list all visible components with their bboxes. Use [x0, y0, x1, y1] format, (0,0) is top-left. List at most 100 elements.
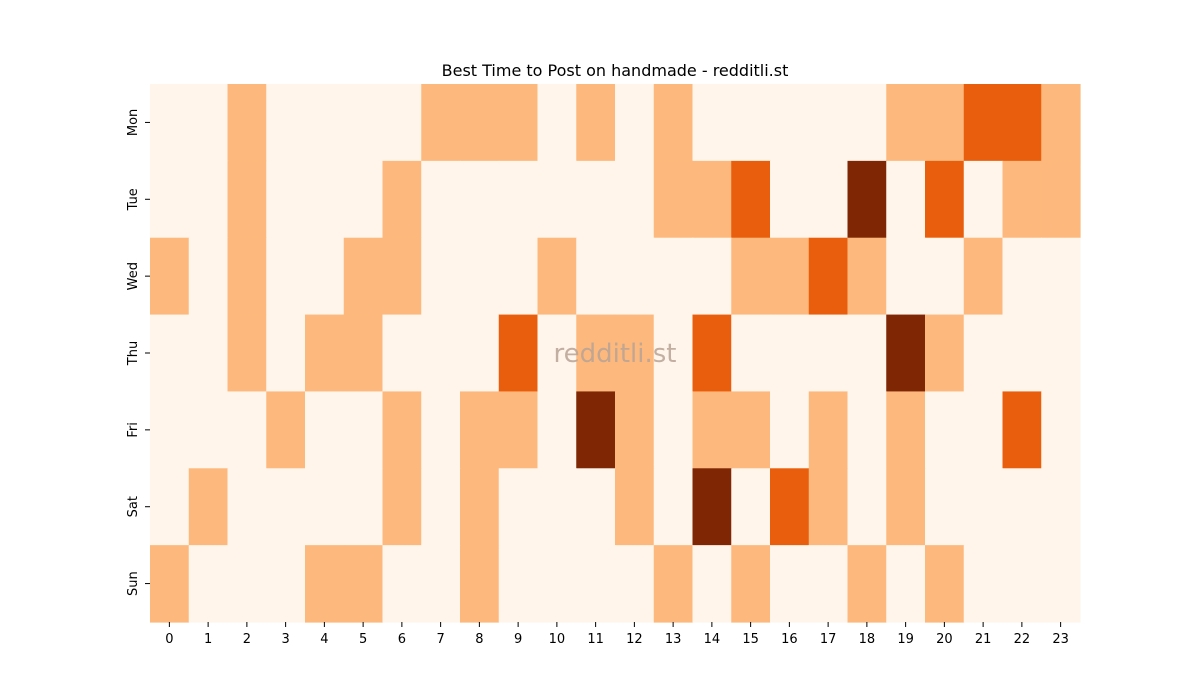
heatmap-cell-fri-19	[886, 391, 926, 469]
heatmap-cell-mon-22	[1002, 84, 1042, 162]
heatmap-cell-wed-8	[460, 237, 500, 316]
heatmap-cell-wed-21	[963, 237, 1004, 316]
heatmap-cell-sat-7	[421, 468, 461, 546]
heatmap-cell-sun-17	[808, 545, 849, 623]
heatmap-cell-tue-23	[1041, 160, 1081, 239]
x-tick-label: 17	[820, 632, 837, 647]
heatmap-cell-sat-13	[653, 468, 694, 546]
heatmap-cell-mon-5	[343, 84, 384, 162]
heatmap-cell-thu-22	[1002, 314, 1042, 393]
heatmap-cell-sat-4	[305, 468, 345, 546]
x-tick-label: 9	[514, 632, 522, 647]
heatmap-cell-fri-3	[266, 391, 306, 469]
heatmap-cell-thu-2	[227, 314, 267, 393]
heatmap-cell-tue-10	[537, 160, 577, 239]
heatmap-cell-fri-16	[770, 391, 810, 469]
heatmap-cell-tue-14	[692, 160, 732, 239]
heatmap-cell-wed-13	[653, 237, 694, 316]
heatmap-cell-mon-2	[227, 84, 267, 162]
heatmap-cell-fri-8	[460, 391, 500, 469]
x-axis-ticks: 0 1 2 3 4 5 6 7 8 9 10 11 12 13 14 15 16 17 18 19 20 21 22 23	[165, 622, 1069, 647]
heatmap-cell-thu-4	[305, 314, 345, 393]
y-tick-label: Wed	[126, 262, 141, 290]
heatmap-cell-mon-14	[692, 84, 732, 162]
heatmap-cell-fri-0	[150, 391, 190, 469]
heatmap-cell-sun-11	[576, 545, 616, 623]
heatmap-cell-sat-5	[343, 468, 384, 546]
heatmap-cell-fri-11	[576, 391, 616, 469]
y-tick-label: Tue	[126, 188, 141, 211]
heatmap-cell-tue-5	[343, 160, 384, 239]
heatmap-cell-mon-6	[382, 84, 422, 162]
heatmap-cell-sun-12	[615, 545, 655, 623]
heatmap-cell-thu-19	[886, 314, 926, 393]
heatmap-cell-mon-23	[1041, 84, 1081, 162]
heatmap-cell-sun-20	[925, 545, 965, 623]
heatmap-cell-fri-17	[808, 391, 849, 469]
x-tick-label: 2	[243, 632, 251, 647]
heatmap-cell-tue-18	[847, 160, 887, 239]
x-tick-label: 0	[165, 632, 173, 647]
heatmap-cell-sun-3	[266, 545, 306, 623]
heatmap-cell-fri-5	[343, 391, 384, 469]
heatmap-cell-mon-17	[808, 84, 849, 162]
heatmap-cell-sun-21	[963, 545, 1004, 623]
heatmap-cell-tue-3	[266, 160, 306, 239]
heatmap-cell-mon-9	[498, 84, 539, 162]
heatmap-cell-fri-10	[537, 391, 577, 469]
heatmap-cell-sat-3	[266, 468, 306, 546]
heatmap-cell-sun-15	[731, 545, 771, 623]
x-tick-label: 15	[742, 632, 759, 647]
heatmap-cell-sat-23	[1041, 468, 1081, 546]
heatmap-cell-fri-21	[963, 391, 1004, 469]
heatmap-cell-fri-9	[498, 391, 539, 469]
heatmap-cell-sun-0	[150, 545, 190, 623]
heatmap-cell-thu-6	[382, 314, 422, 393]
heatmap-cell-sun-18	[847, 545, 887, 623]
heatmap-cell-wed-7	[421, 237, 461, 316]
x-tick-label: 11	[587, 632, 604, 647]
heatmap-cell-sun-8	[460, 545, 500, 623]
heatmap-cell-sat-15	[731, 468, 771, 546]
heatmap-cell-wed-17	[808, 237, 849, 316]
heatmap-cell-tue-17	[808, 160, 849, 239]
heatmap-cell-sat-18	[847, 468, 887, 546]
heatmap-cell-thu-10	[537, 314, 577, 393]
x-tick-label: 5	[359, 632, 367, 647]
x-tick-label: 6	[398, 632, 406, 647]
heatmap-cell-sun-4	[305, 545, 345, 623]
heatmap-cell-fri-18	[847, 391, 887, 469]
heatmap-cell-tue-16	[770, 160, 810, 239]
heatmap-cell-thu-1	[188, 314, 229, 393]
heatmap-cell-sun-10	[537, 545, 577, 623]
heatmap-cell-thu-17	[808, 314, 849, 393]
x-tick-label: 1	[204, 632, 212, 647]
heatmap-cell-sun-19	[886, 545, 926, 623]
heatmap-cell-thu-13	[653, 314, 694, 393]
heatmap-cell-tue-21	[963, 160, 1004, 239]
heatmap-cell-sun-14	[692, 545, 732, 623]
heatmap-cell-wed-4	[305, 237, 345, 316]
heatmap-cell-sat-20	[925, 468, 965, 546]
heatmap-cell-wed-15	[731, 237, 771, 316]
heatmap-cell-sat-10	[537, 468, 577, 546]
heatmap-cell-sun-22	[1002, 545, 1042, 623]
x-tick-label: 19	[897, 632, 914, 647]
y-axis-ticks: Mon Tue Wed Thu Fri Sat Sun	[126, 109, 150, 596]
heatmap-cell-tue-6	[382, 160, 422, 239]
heatmap-cell-mon-12	[615, 84, 655, 162]
heatmap-cell-mon-18	[847, 84, 887, 162]
heatmap-cell-thu-23	[1041, 314, 1081, 393]
heatmap-cell-wed-10	[537, 237, 577, 316]
heatmap-cell-thu-0	[150, 314, 190, 393]
heatmap-cell-sun-23	[1041, 545, 1081, 623]
y-tick-label: Fri	[126, 422, 141, 438]
heatmap-cell-wed-18	[847, 237, 887, 316]
heatmap-cell-mon-21	[963, 84, 1004, 162]
heatmap-cell-wed-22	[1002, 237, 1042, 316]
heatmap-cell-wed-0	[150, 237, 190, 316]
heatmap-cell-wed-11	[576, 237, 616, 316]
heatmap-cell-mon-19	[886, 84, 926, 162]
heatmap-cell-wed-6	[382, 237, 422, 316]
